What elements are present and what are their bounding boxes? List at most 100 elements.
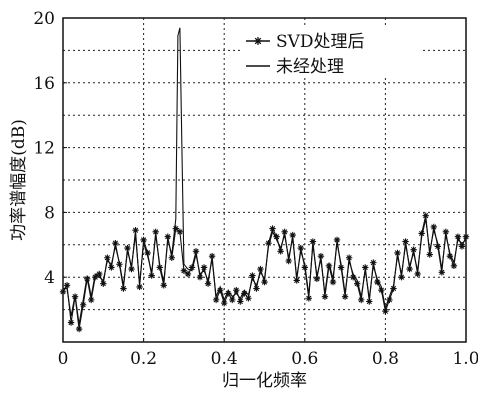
data-point <box>104 254 111 261</box>
data-point <box>297 244 304 252</box>
data-point <box>434 243 441 250</box>
y-axis-label: 功率谱幅度(dB) <box>9 119 29 241</box>
data-point <box>225 290 232 297</box>
x-tick-label-1: 0.2 <box>130 349 157 369</box>
data-point <box>63 282 71 289</box>
data-point <box>390 285 397 292</box>
x-tick-label-2: 0.4 <box>211 349 238 369</box>
data-point <box>132 227 139 234</box>
data-point <box>79 301 87 308</box>
y-tick-label-1: 8 <box>44 203 55 223</box>
data-point <box>410 246 417 253</box>
series-layer <box>59 27 470 333</box>
data-point <box>374 278 381 286</box>
data-point <box>301 264 308 271</box>
data-point <box>88 296 95 304</box>
data-point <box>140 236 147 244</box>
data-point <box>313 275 321 283</box>
data-point <box>325 262 333 270</box>
data-point <box>216 286 224 294</box>
x-axis-label: 归一化频率 <box>222 371 307 391</box>
x-tick-label-3: 0.6 <box>291 349 318 369</box>
data-point <box>366 298 373 305</box>
data-point <box>152 228 159 236</box>
data-point <box>180 267 188 274</box>
data-point <box>414 270 421 278</box>
data-point <box>212 296 220 304</box>
data-point <box>71 293 79 300</box>
data-point <box>333 236 341 244</box>
data-point <box>317 252 325 260</box>
data-point <box>164 233 171 240</box>
data-point <box>450 262 458 270</box>
legend-marker-svd-star <box>254 37 262 45</box>
series-line-0 <box>62 215 467 330</box>
plot-frame <box>62 17 467 343</box>
data-point <box>156 264 163 271</box>
y-tick-label-3: 16 <box>33 74 55 94</box>
data-point <box>329 278 337 286</box>
data-point <box>116 261 123 268</box>
data-point <box>406 265 413 273</box>
data-point <box>293 277 300 284</box>
data-point <box>128 265 135 273</box>
legend-label-raw: 未经处理 <box>276 57 344 77</box>
data-point <box>100 280 107 287</box>
x-tick-label-0: 0 <box>58 349 69 369</box>
data-point <box>337 264 345 271</box>
data-point <box>386 296 393 304</box>
y-tick-label-4: 20 <box>33 9 55 29</box>
data-point <box>398 274 405 281</box>
data-point <box>349 274 357 281</box>
data-point <box>430 223 437 231</box>
data-point <box>241 290 248 297</box>
data-point <box>184 270 192 278</box>
data-point <box>426 251 433 258</box>
data-point <box>442 228 450 236</box>
data-point <box>237 298 244 305</box>
data-point <box>261 278 268 286</box>
y-tick-label-0: 4 <box>44 268 55 288</box>
data-point <box>144 249 151 257</box>
data-point <box>321 293 329 300</box>
data-point <box>289 231 296 239</box>
data-point <box>108 264 115 271</box>
data-point <box>196 274 204 281</box>
legend-marker-svd <box>246 37 270 45</box>
data-point <box>112 239 119 247</box>
data-point <box>160 282 167 289</box>
data-point <box>273 233 280 240</box>
data-point <box>75 325 83 333</box>
legend: SVD处理后 未经处理 <box>240 26 420 78</box>
data-point <box>378 286 385 294</box>
data-point <box>208 252 216 260</box>
data-point <box>257 265 264 273</box>
data-point <box>221 299 228 307</box>
data-point <box>83 275 91 283</box>
data-point <box>341 293 349 300</box>
data-point <box>148 272 155 279</box>
data-point <box>249 272 256 279</box>
legend-label-svd: SVD处理后 <box>276 32 365 52</box>
data-point <box>245 295 252 302</box>
data-point <box>309 238 317 245</box>
data-point <box>285 257 292 265</box>
data-point <box>233 286 240 294</box>
data-point <box>200 264 208 271</box>
x-tick-label-5: 1.0 <box>452 349 478 369</box>
data-point <box>124 244 131 252</box>
y-tick-label-2: 12 <box>33 139 55 159</box>
data-point <box>265 239 272 247</box>
data-point <box>188 264 196 271</box>
data-point <box>358 296 365 304</box>
data-point <box>229 296 236 304</box>
data-point <box>277 248 284 255</box>
data-point <box>269 225 276 232</box>
data-point <box>345 254 353 261</box>
data-point <box>92 274 99 281</box>
data-point <box>394 249 401 257</box>
data-point <box>382 308 389 315</box>
data-point <box>172 225 180 232</box>
data-point <box>446 252 454 260</box>
